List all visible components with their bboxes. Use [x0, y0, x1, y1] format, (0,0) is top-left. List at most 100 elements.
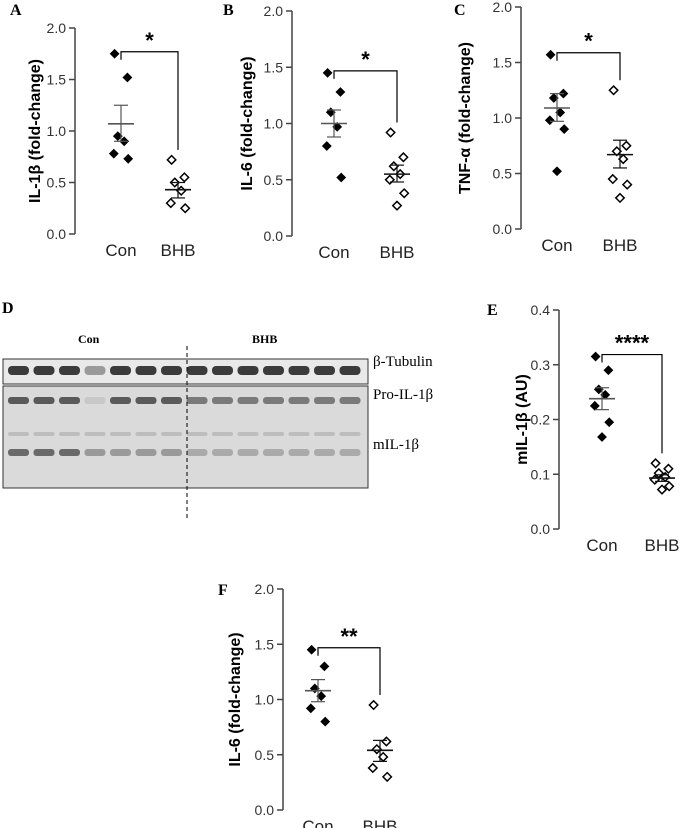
data-point: [544, 115, 555, 126]
band-label-tubulin: β-Tubulin: [373, 354, 433, 370]
tubulin-band: [135, 366, 157, 375]
significance-bracket: [601, 353, 663, 454]
data-point: [398, 187, 410, 199]
data-point: [552, 166, 562, 177]
data-point: [604, 417, 615, 428]
data-point: [614, 192, 626, 204]
tubulin-band: [186, 366, 208, 375]
mil1b-band: [161, 449, 182, 456]
data-point: [381, 736, 392, 747]
y-tick-label: 0.5: [255, 747, 275, 763]
background-band: [237, 432, 259, 436]
background-band: [212, 432, 233, 436]
data-point: [381, 771, 393, 783]
y-tick-label: 0.3: [531, 357, 551, 373]
mil1b-band: [59, 449, 80, 456]
data-point: [165, 197, 177, 209]
y-tick-label: 1.0: [264, 116, 284, 132]
x-category-label: BHB: [363, 817, 398, 828]
data-point: [335, 87, 346, 97]
y-tick-label: 0.1: [531, 466, 551, 482]
series-bhb: [165, 154, 191, 214]
series-con: [544, 49, 570, 177]
background-band: [288, 432, 310, 436]
x-category-label: BHB: [161, 241, 196, 260]
chart-panel-b: B 0.0 0.5 1.0 1.5 2.0 IL-6 (fold-change) Con BHB…: [223, 2, 414, 262]
tubulin-band: [59, 366, 80, 375]
data-point: [368, 699, 379, 711]
x-category-label: BHB: [645, 536, 680, 555]
pro-il1b-band: [237, 397, 259, 404]
tubulin-band: [339, 366, 361, 375]
panel-letter: B: [223, 2, 234, 19]
data-point: [597, 432, 607, 442]
y-axis-title: IL-1β (fold-change): [27, 59, 44, 203]
data-point: [109, 48, 120, 59]
series-con: [305, 644, 331, 727]
significance-stars: ****: [615, 331, 650, 356]
series-bhb: [607, 84, 633, 204]
background-band: [59, 432, 80, 436]
y-tick-label: 1.5: [264, 59, 284, 75]
pro-il1b-band: [314, 397, 335, 404]
series-con: [589, 351, 615, 442]
pro-il1b-band: [161, 397, 182, 404]
pro-il1b-band: [84, 397, 106, 404]
data-point: [306, 644, 317, 655]
chart-panel-c: C 0.0 0.5 1.0 1.5 2.0 TNF-α (fold-change) Con BH…: [454, 0, 637, 255]
blot-strip-tubulin: [2, 358, 369, 385]
y-tick-label: 2.0: [264, 3, 284, 19]
blot-strip-il1b: [2, 385, 369, 489]
background-band: [8, 432, 29, 436]
background-band: [339, 432, 361, 436]
data-point: [656, 484, 668, 495]
pro-il1b-band: [288, 397, 310, 404]
western-blot-panel: D Con BHB β-Tubulin Pro-IL-1β mIL-1β: [2, 300, 433, 518]
y-tick-label: 0.4: [531, 302, 551, 318]
data-point: [305, 703, 316, 714]
data-point: [621, 140, 632, 152]
tubulin-band: [288, 366, 310, 375]
x-category-label: Con: [302, 817, 333, 828]
data-point: [122, 72, 133, 83]
y-tick-label: 0.0: [264, 228, 284, 244]
data-point: [336, 172, 347, 183]
y-tick-label: 0.0: [47, 226, 67, 242]
background-band: [186, 432, 208, 436]
mil1b-band: [186, 449, 208, 456]
x-category-label: Con: [318, 243, 349, 262]
y-axis-title: IL-6 (fold-change): [227, 632, 244, 766]
data-point: [166, 154, 177, 166]
panel-letter: F: [218, 582, 228, 599]
pro-il1b-band: [212, 397, 233, 404]
data-point: [179, 202, 191, 214]
y-tick-label: 1.0: [493, 110, 513, 126]
mil1b-band: [8, 449, 29, 456]
y-tick-label: 0.0: [493, 221, 513, 237]
background-band: [33, 432, 55, 436]
data-point: [621, 179, 633, 190]
background-band: [110, 432, 131, 436]
significance-bracket: [317, 647, 381, 696]
x-category-label: Con: [586, 536, 617, 555]
data-point: [179, 172, 190, 183]
significance-stars: *: [584, 29, 593, 54]
data-point: [322, 67, 333, 78]
mil1b-band: [263, 449, 284, 456]
background-band: [314, 432, 335, 436]
blot-group-label-con: Con: [78, 332, 100, 346]
y-axis-title: TNF-α (fold-change): [457, 42, 474, 194]
chart-panel-f: F 0.0 0.5 1.0 1.5 2.0 IL-6 (fold-change) Con BHB…: [218, 581, 397, 828]
pro-il1b-band: [339, 397, 361, 404]
mil1b-band: [212, 449, 233, 456]
y-tick-label: 1.5: [493, 55, 513, 71]
series-con: [108, 48, 134, 164]
tubulin-band: [110, 366, 131, 375]
significance-bracket: [120, 51, 179, 150]
data-point: [663, 463, 674, 475]
background-band: [135, 432, 157, 436]
data-point: [108, 148, 119, 159]
data-point: [559, 124, 570, 135]
panel-letter: D: [2, 300, 14, 317]
pro-il1b-band: [186, 397, 208, 404]
